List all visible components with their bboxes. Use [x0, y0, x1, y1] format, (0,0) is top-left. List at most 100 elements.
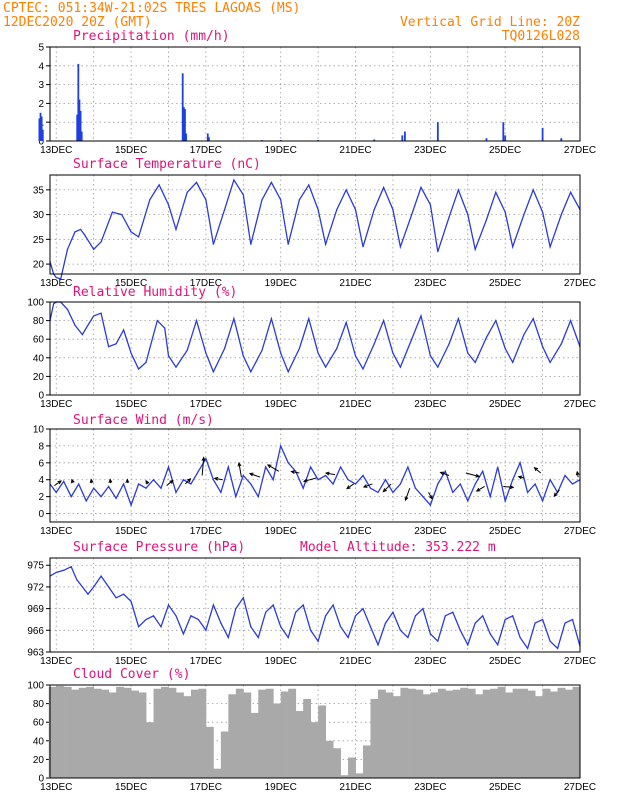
pressure-point	[369, 626, 372, 628]
wind-point	[384, 479, 387, 481]
cloud-bar	[183, 696, 192, 778]
temperature-point	[362, 246, 364, 248]
precip-bar	[79, 110, 82, 141]
wind-point	[100, 496, 102, 498]
temperature-point	[373, 209, 375, 211]
temperature-point	[325, 243, 327, 245]
cloud-bar	[475, 694, 484, 778]
cloud-bar	[430, 692, 439, 778]
humidity-point	[399, 366, 402, 368]
humidity-xtick-label: 19DEC	[265, 399, 297, 410]
wind-point	[145, 487, 147, 489]
humidity-point	[115, 343, 117, 345]
pressure-point	[182, 633, 185, 635]
wind-point	[444, 470, 446, 472]
humidity-title: Relative Humidity (%)	[73, 285, 237, 300]
temperature-xtick-label: 23DEC	[414, 278, 446, 289]
pressure-point	[362, 608, 364, 610]
cloud-panel: 0 20 40 60 80 100 13DEC 15DEC 17DEC 19DEC 21DEC 23D…	[27, 681, 596, 794]
pressure-point	[541, 618, 544, 621]
temperature-xtick-label: 21DEC	[339, 278, 371, 289]
humidity-point	[382, 320, 385, 322]
precip-bar	[39, 112, 42, 141]
wind-point	[295, 470, 297, 472]
pressure-point	[444, 615, 446, 617]
wind-point	[392, 491, 394, 494]
pressure-point	[564, 622, 566, 624]
pressure-point	[190, 615, 192, 617]
temperature-point	[149, 199, 151, 201]
cloud-bar	[520, 688, 529, 778]
wind-vector	[553, 489, 560, 497]
wind-xtick-label: 17DEC	[190, 526, 222, 537]
wind-point	[160, 487, 162, 489]
temperature-point	[83, 233, 85, 235]
precip-bar	[184, 109, 186, 141]
pressure-point	[392, 611, 394, 613]
humidity-xtick-label: 25DEC	[489, 399, 521, 410]
pressure-xtick-label: 13DEC	[40, 656, 72, 667]
humidity-xtick-label: 27DEC	[564, 399, 596, 410]
temperature-point	[317, 209, 319, 211]
temperature-point	[560, 214, 562, 216]
pressure-point	[347, 636, 349, 639]
wind-point	[85, 500, 87, 502]
cloud-bar	[243, 692, 252, 778]
wind-vector	[89, 478, 94, 484]
temperature-ytick-label: 20	[33, 260, 45, 271]
wind-point	[55, 491, 57, 494]
temperature-point	[186, 191, 188, 193]
cloud-bar	[198, 688, 207, 778]
humidity-point	[325, 366, 327, 368]
wind-ytick-label: 4	[38, 475, 44, 486]
temperature-point	[175, 228, 177, 231]
precip-bar	[182, 107, 185, 141]
wind-ytick-label: 10	[33, 425, 45, 436]
pressure-point	[571, 618, 574, 621]
wind-ytick-label: 8	[38, 441, 44, 452]
temperature-point	[523, 214, 525, 216]
wind-point	[250, 483, 252, 485]
pressure-point	[76, 579, 78, 581]
humidity-ytick-label: 40	[33, 353, 45, 364]
pressure-point	[422, 608, 424, 610]
humidity-xtick-label: 17DEC	[190, 399, 222, 410]
wind-vector	[125, 478, 130, 484]
wind-point	[549, 479, 551, 481]
wind-line	[49, 443, 581, 508]
humidity-point	[242, 355, 244, 357]
cloud-bar	[407, 688, 416, 778]
cloud-frame	[49, 684, 581, 779]
header-grid-note: Vertical Grid Line: 20Z	[400, 15, 580, 30]
wind-xtick-label: 15DEC	[115, 526, 147, 537]
pressure-line	[49, 565, 581, 650]
cloud-bar	[205, 726, 214, 778]
cloud-bar	[295, 711, 304, 778]
cloud-xtick-label: 25DEC	[489, 782, 521, 793]
precip-bar	[206, 133, 209, 141]
wind-point	[437, 483, 439, 485]
pressure-point	[175, 615, 177, 617]
pressure-point	[399, 629, 402, 631]
wind-vector	[54, 480, 62, 487]
wind-point	[302, 487, 304, 489]
precip-ytick-label: 2	[38, 99, 44, 110]
precip-bar	[38, 118, 41, 141]
header-code: TQ0126L028	[502, 29, 580, 44]
wind-point	[257, 496, 259, 498]
wind-point	[152, 479, 155, 481]
cloud-bar	[355, 773, 364, 778]
temperature-point	[93, 248, 95, 250]
temperature-point	[298, 199, 301, 201]
wind-vector	[71, 478, 75, 484]
temperature-point	[420, 186, 422, 188]
cloud-ytick-label: 0	[38, 774, 44, 785]
temperature-point	[280, 199, 282, 201]
humidity-point	[467, 352, 469, 354]
humidity-xtick-label: 23DEC	[414, 399, 446, 410]
cloud-title: Cloud Cover (%)	[73, 667, 190, 682]
humidity-point	[195, 320, 198, 322]
humidity-point	[287, 371, 289, 373]
cloud-bar	[265, 688, 274, 778]
wind-point	[130, 504, 132, 506]
